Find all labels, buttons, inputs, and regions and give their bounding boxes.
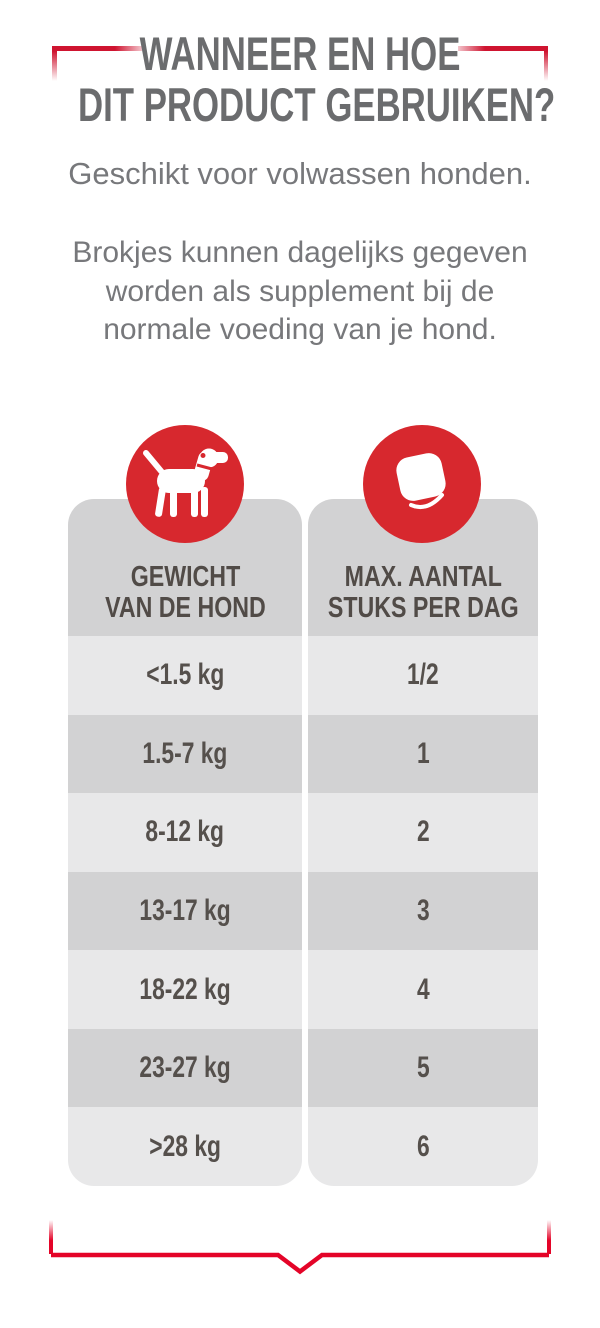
weight-column: GEWICHT VAN DE HOND <1.5 kg 1.5-7 kg 8-1… <box>68 499 302 1186</box>
title-bracket-left-vertical <box>52 46 57 81</box>
pieces-cell: 1 <box>416 736 430 770</box>
table-row: 3 <box>308 871 538 951</box>
pieces-cell: 3 <box>416 894 430 928</box>
table-row: 2 <box>308 793 538 872</box>
bottom-bracket-chevron <box>51 1252 549 1275</box>
dog-icon <box>139 443 231 526</box>
table-row: 13-17 kg <box>68 871 302 951</box>
page-title-line2: DIT PRODUCT GEBRUIKEN? <box>78 78 556 131</box>
table-row: 1 <box>308 714 538 794</box>
pieces-cell: 2 <box>416 815 430 849</box>
weight-cell: 1.5-7 kg <box>142 736 228 770</box>
pieces-cell: 4 <box>416 972 430 1006</box>
weight-header-line1: GEWICHT <box>130 561 240 593</box>
table-row: 8-12 kg <box>68 793 302 872</box>
weight-cell: 8-12 kg <box>145 815 225 849</box>
weight-cell: 18-22 kg <box>139 972 231 1006</box>
pieces-header-line1: MAX. AANTAL <box>344 561 502 593</box>
weight-cell: 13-17 kg <box>139 894 231 928</box>
title-bracket-left-horizontal <box>52 46 142 51</box>
table-row: 6 <box>308 1107 538 1186</box>
pieces-cell: 5 <box>416 1051 430 1085</box>
title-bracket-right-horizontal <box>458 46 548 51</box>
table-row: 23-27 kg <box>68 1028 302 1108</box>
table-row: 18-22 kg <box>68 950 302 1029</box>
weight-cell: >28 kg <box>149 1129 221 1163</box>
table-row: 4 <box>308 950 538 1029</box>
bottom-bracket-left-vertical <box>48 1220 54 1254</box>
kibble-circle-badge <box>363 425 481 543</box>
weight-header-line2: VAN DE HOND <box>104 592 266 624</box>
body-paragraph: Brokjes kunnen dagelijks gegeven worden … <box>72 236 528 346</box>
kibble-icon <box>383 443 461 526</box>
dog-circle-badge <box>126 425 244 543</box>
weight-cell: <1.5 kg <box>146 658 224 692</box>
table-row: 1.5-7 kg <box>68 714 302 794</box>
subtitle: Geschikt voor volwassen honden. <box>68 156 532 191</box>
bottom-bracket-right-vertical <box>546 1220 552 1254</box>
pieces-header-line2: STUKS PER DAG <box>327 592 519 624</box>
page-title-line1: WANNEER EN HOE <box>139 27 461 80</box>
table-row: <1.5 kg <box>68 636 302 715</box>
pieces-column: MAX. AANTAL STUKS PER DAG 1/2 1 2 3 4 5 … <box>308 499 538 1186</box>
table-row: >28 kg <box>68 1107 302 1186</box>
pieces-cell: 6 <box>416 1129 430 1163</box>
title-bracket-right-vertical <box>543 46 548 81</box>
table-row: 1/2 <box>308 636 538 715</box>
pieces-cell: 1/2 <box>407 658 439 692</box>
page-title: WANNEER EN HOE DIT PRODUCT GEBRUIKEN? <box>0 28 600 130</box>
weight-cell: 23-27 kg <box>139 1051 231 1085</box>
table-row: 5 <box>308 1028 538 1108</box>
